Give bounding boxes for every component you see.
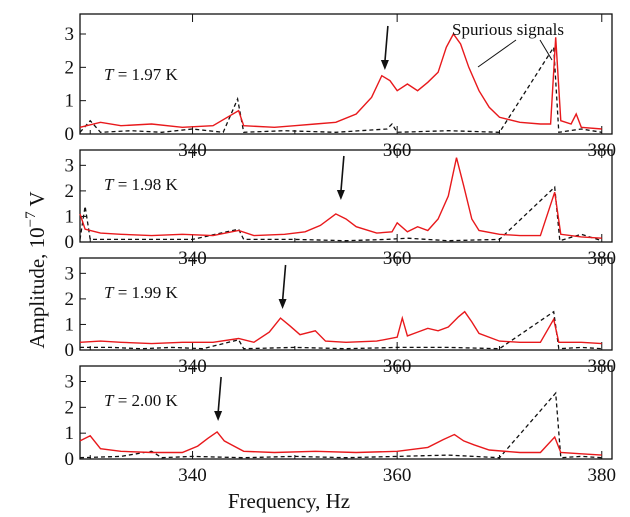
temperature-label-symbol: T xyxy=(104,391,115,410)
y-axis-label-main: Amplitude, 10 xyxy=(25,227,49,348)
series-red xyxy=(79,32,602,130)
y-tick-label: 1 xyxy=(65,423,75,444)
spurious-signals-annotation: Spurious signals xyxy=(452,20,564,39)
series-black-dashed xyxy=(80,310,602,350)
peak-arrow xyxy=(384,25,389,63)
y-axis-label: Amplitude, 10−7 V xyxy=(23,191,49,348)
y-tick-label: 2 xyxy=(65,181,75,202)
y-tick-label: 0 xyxy=(65,449,75,470)
panel-frame xyxy=(79,365,613,460)
temperature-label: T = 1.98 K xyxy=(104,175,179,194)
y-tick-label: 3 xyxy=(65,155,75,176)
temperature-label-symbol: T xyxy=(104,283,115,302)
peak-arrowhead xyxy=(214,411,223,421)
annotation-leader-1 xyxy=(477,39,517,68)
y-tick-label: 3 xyxy=(65,372,75,393)
x-tick-label: 340 xyxy=(178,465,207,486)
peak-arrowhead xyxy=(336,190,345,200)
panel-frame xyxy=(79,13,613,135)
y-axis-label-unit: V xyxy=(25,191,49,211)
annotation-leader-2 xyxy=(539,39,553,61)
temperature-label-value: = 2.00 K xyxy=(113,391,178,410)
peak-arrowhead xyxy=(380,60,389,70)
series-red xyxy=(79,310,602,345)
temperature-label-value: = 1.97 K xyxy=(113,65,178,84)
y-tick-label: 3 xyxy=(65,24,75,45)
y-tick-label: 0 xyxy=(65,124,75,145)
y-tick-label: 1 xyxy=(65,314,75,335)
y-tick-label: 2 xyxy=(65,57,75,78)
temperature-label-symbol: T xyxy=(104,175,115,194)
panel-4: 340 360 380 0 1 2 3 T = 2.00 K xyxy=(65,365,617,486)
temperature-label: T = 2.00 K xyxy=(104,391,179,410)
y-tick-label: 0 xyxy=(65,340,75,361)
series-black-dashed xyxy=(79,45,602,134)
y-tick-label: 2 xyxy=(65,397,75,418)
y-tick-label: 1 xyxy=(65,91,75,112)
series-red xyxy=(79,430,602,456)
panels-group: 340 360 380 0 1 2 3 T = 1.97 K 340 360 380 0 1 2 3 T = … xyxy=(65,13,617,486)
x-tick-label: 380 xyxy=(588,465,617,486)
temperature-label-symbol: T xyxy=(104,65,115,84)
series-black-dashed xyxy=(79,391,602,459)
y-axis-label-exponent: −7 xyxy=(23,211,39,227)
y-tick-label: 3 xyxy=(65,263,75,284)
y-tick-label: 2 xyxy=(65,289,75,310)
x-axis-label: Frequency, Hz xyxy=(228,489,350,513)
peak-arrow xyxy=(340,155,345,193)
temperature-label: T = 1.97 K xyxy=(104,65,179,84)
series-red xyxy=(79,157,602,239)
temperature-label: T = 1.99 K xyxy=(104,283,179,302)
peak-arrow xyxy=(217,376,222,414)
temperature-label-value: = 1.99 K xyxy=(113,283,178,302)
y-tick-label: 0 xyxy=(65,232,75,253)
panel-frame xyxy=(79,149,613,243)
peak-arrow xyxy=(281,264,287,302)
peak-arrowhead xyxy=(278,299,287,309)
temperature-label-value: = 1.98 K xyxy=(113,175,178,194)
panel-frame xyxy=(79,257,613,351)
x-tick-label: 360 xyxy=(383,465,412,486)
y-tick-label: 1 xyxy=(65,206,75,227)
